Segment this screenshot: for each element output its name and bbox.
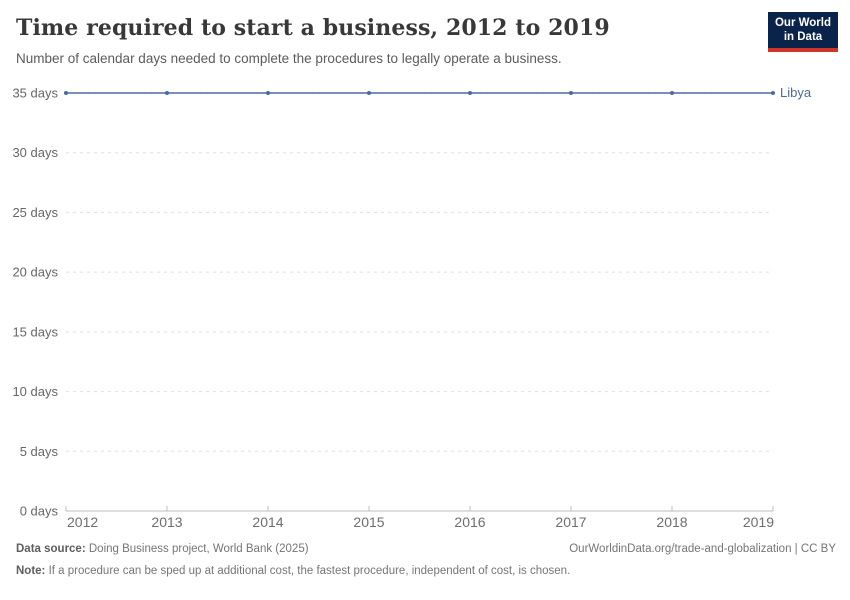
x-tick-label: 2015 (353, 514, 384, 530)
y-tick-label: 25 days (12, 205, 58, 220)
chart-footer: Data source: Doing Business project, Wor… (16, 541, 836, 579)
x-tick-label: 2014 (252, 514, 283, 530)
data-point[interactable] (367, 91, 371, 95)
chart-header: Time required to start a business, 2012 … (16, 14, 756, 68)
line-chart: 0 days 5 days 10 days 15 days 20 days 25 days… (12, 85, 812, 530)
page-title: Time required to start a business, 2012 … (16, 15, 610, 41)
owid-logo-line2: in Data (783, 30, 823, 43)
chart-subtitle: Number of calendar days needed to comple… (16, 51, 562, 66)
x-tick-label: 2012 (67, 514, 98, 530)
y-tick-label: 10 days (12, 384, 58, 399)
data-source-text: Data source: Doing Business project, Wor… (16, 543, 309, 555)
data-point[interactable] (64, 91, 68, 95)
owid-url-text[interactable]: OurWorldinData.org/trade-and-globalizati… (569, 543, 836, 555)
x-tick-label: 2017 (555, 514, 586, 530)
owid-logo: Our World in Data (768, 12, 838, 52)
y-tick-label: 35 days (12, 86, 58, 101)
x-tick-label: 2016 (454, 514, 485, 530)
y-tick-label: 20 days (12, 265, 58, 280)
y-tick-label: 5 days (20, 444, 59, 459)
data-point[interactable] (266, 91, 270, 95)
y-tick-label: 15 days (12, 324, 58, 339)
data-point[interactable] (569, 91, 573, 95)
data-point[interactable] (771, 91, 775, 95)
owid-logo-line1: Our World (774, 17, 831, 29)
data-point[interactable] (165, 91, 169, 95)
data-point[interactable] (468, 91, 472, 95)
data-point[interactable] (670, 91, 674, 95)
x-tick-label: 2018 (656, 514, 687, 530)
note-label: Note: (16, 565, 46, 577)
y-tick-label: 30 days (12, 145, 58, 160)
x-tick-label: 2019 (743, 514, 774, 530)
y-tick-label: 0 days (20, 504, 59, 519)
data-source-label: Data source: (16, 543, 86, 555)
note-text: Note: If a procedure can be sped up at a… (16, 565, 571, 577)
series-label[interactable]: Libya (780, 85, 812, 100)
x-tick-label: 2013 (151, 514, 182, 530)
